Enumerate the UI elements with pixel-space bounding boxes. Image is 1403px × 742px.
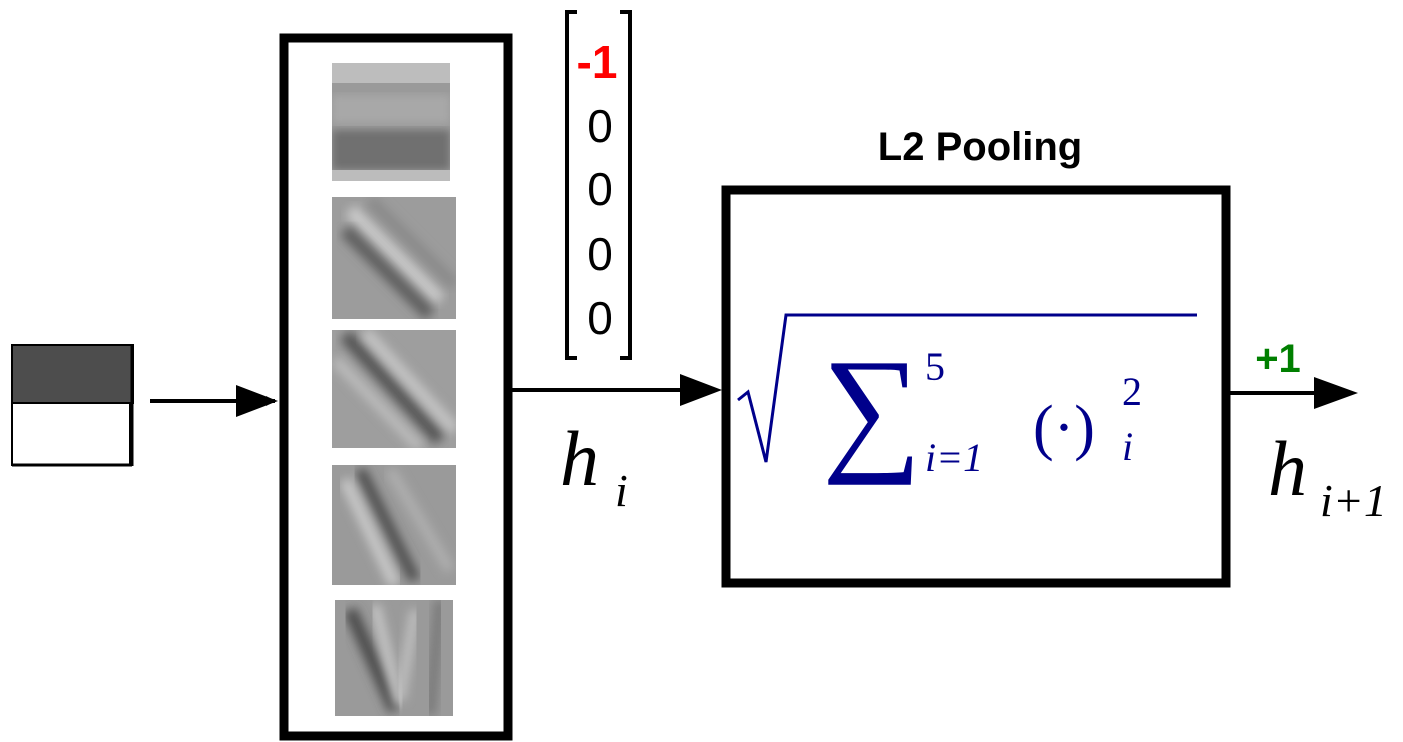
diagonal-filter-3 [332, 465, 456, 585]
response-vector: -1 0 0 0 0 [565, 10, 632, 360]
diagonal-filter-1 [332, 197, 456, 319]
h-i-plus-1-label: h i+1 [1268, 425, 1387, 526]
right-bracket [620, 10, 632, 360]
vector-value-1: 0 [587, 100, 613, 152]
h-i-label: h i [560, 415, 628, 516]
sum-lower-limit: i=1 [925, 435, 983, 480]
sum-symbol: ∑ [822, 331, 922, 486]
output-value: +1 [1255, 337, 1301, 381]
l2-formula: ∑ 5 i=1 (·) 2 i [737, 313, 1197, 486]
pooling-box [721, 185, 1231, 588]
h-i-base: h [560, 415, 599, 502]
h-next-base: h [1268, 425, 1307, 512]
h-next-subscript: i+1 [1320, 475, 1387, 526]
input-patch [11, 344, 134, 467]
horizontal-edge-filter [332, 63, 450, 181]
filter-bank-box [279, 33, 513, 741]
pooling-title: L2 Pooling [878, 125, 1082, 169]
hi-arrow-head [680, 374, 722, 406]
left-bracket [565, 10, 577, 360]
h-i-subscript: i [615, 465, 628, 516]
sum-upper-limit: 5 [925, 344, 945, 389]
diagonal-filter-2 [332, 330, 456, 448]
formula-subscript: i [1122, 424, 1133, 469]
vector-value-3: 0 [587, 228, 613, 280]
input-arrow-head [236, 385, 278, 417]
near-vertical-filter [335, 600, 453, 716]
formula-operand: (·) [1033, 394, 1095, 462]
vector-value-4: 0 [587, 292, 613, 344]
sqrt-symbol [737, 313, 1197, 463]
formula-exponent: 2 [1122, 369, 1142, 414]
input-patch-dark [11, 344, 134, 404]
input-patch-light [11, 402, 131, 466]
output-arrow-head [1314, 377, 1358, 409]
vector-value-0: -1 [577, 36, 618, 88]
vector-value-2: 0 [587, 163, 613, 215]
